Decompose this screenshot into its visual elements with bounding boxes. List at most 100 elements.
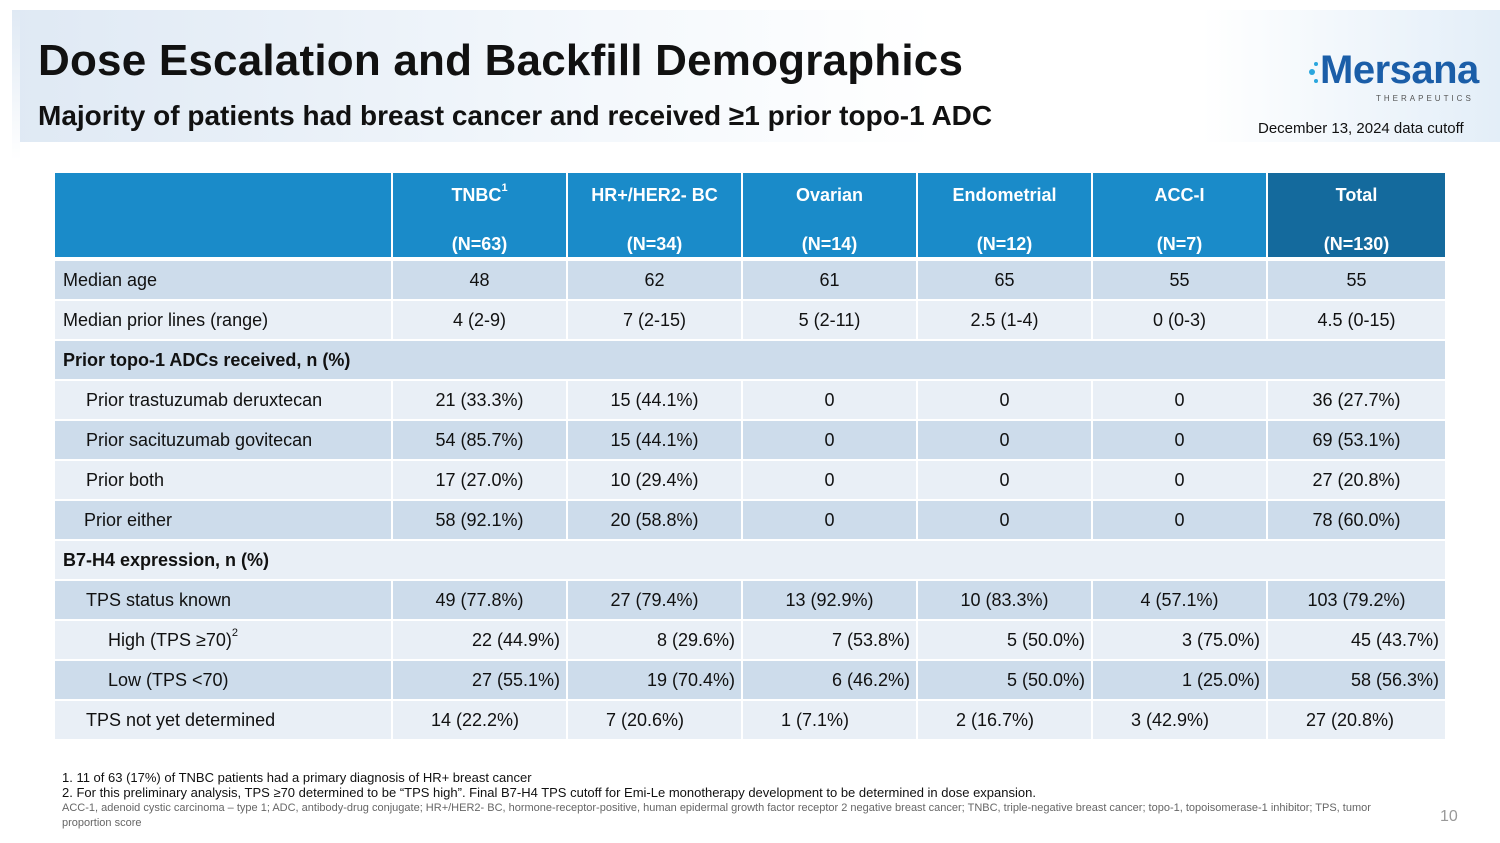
page-subtitle: Majority of patients had breast cancer a… (38, 100, 993, 131)
row-label: Median age (55, 261, 393, 301)
table-cell: 0 (918, 501, 1093, 541)
table-cell: 0 (1093, 461, 1268, 501)
table-cell: 45 (43.7%) (1268, 621, 1445, 661)
table-row: Prior both 17 (27.0%) 10 (29.4%) 0 0 0 2… (55, 461, 1445, 501)
table-cell: 22 (44.9%) (393, 621, 568, 661)
table-cell: 103 (79.2%) (1268, 581, 1445, 621)
logo-mark-icon (1309, 62, 1318, 83)
table-header-row: TNBC1 (N=63) HR+/HER2- BC (N=34) Ovarian… (55, 173, 1445, 261)
table-cell: 62 (568, 261, 743, 301)
table-cell: 5 (2-11) (743, 301, 918, 341)
table-cell: 15 (44.1%) (568, 421, 743, 461)
table-cell: 8 (29.6%) (568, 621, 743, 661)
table-cell: 10 (83.3%) (918, 581, 1093, 621)
table-row: TPS not yet determined 14 (22.2%) 7 (20.… (55, 701, 1445, 741)
table-cell: 5 (50.0%) (918, 661, 1093, 701)
row-label: Median prior lines (range) (55, 301, 393, 341)
table-cell: 4 (2-9) (393, 301, 568, 341)
table-cell: 58 (92.1%) (393, 501, 568, 541)
column-header-hr-her2: HR+/HER2- BC (N=34) (568, 173, 743, 261)
table-cell: 17 (27.0%) (393, 461, 568, 501)
table-row: Prior either 58 (92.1%) 20 (58.8%) 0 0 0… (55, 501, 1445, 541)
section-label: Prior topo-1 ADCs received, n (%) (55, 341, 1445, 381)
table-cell: 19 (70.4%) (568, 661, 743, 701)
page-title: Dose Escalation and Backfill Demographic… (38, 36, 964, 85)
table-row: Prior sacituzumab govitecan 54 (85.7%) 1… (55, 421, 1445, 461)
row-label: TPS status known (55, 581, 393, 621)
footnotes: 1. 11 of 63 (17%) of TNBC patients had a… (62, 770, 1392, 831)
table-row: Median age 48 62 61 65 55 55 (55, 261, 1445, 301)
data-cutoff-note: December 13, 2024 data cutoff (1258, 120, 1464, 137)
row-label: Prior either (55, 501, 393, 541)
table-row: TPS status known 49 (77.8%) 27 (79.4%) 1… (55, 581, 1445, 621)
table-cell: 1 (7.1%) (743, 701, 918, 741)
row-label: Prior both (55, 461, 393, 501)
logo-wordmark: Mersana (1320, 48, 1479, 92)
table-cell: 7 (20.6%) (568, 701, 743, 741)
table-row: Prior trastuzumab deruxtecan 21 (33.3%) … (55, 381, 1445, 421)
table-cell: 7 (53.8%) (743, 621, 918, 661)
table-cell: 36 (27.7%) (1268, 381, 1445, 421)
footnote-1: 1. 11 of 63 (17%) of TNBC patients had a… (62, 770, 532, 785)
table-cell: 0 (743, 461, 918, 501)
column-header-tnbc: TNBC1 (N=63) (393, 173, 568, 261)
column-header-acc: ACC-I (N=7) (1093, 173, 1268, 261)
header-band (12, 10, 1500, 142)
table-cell: 0 (1093, 501, 1268, 541)
table-cell: 27 (55.1%) (393, 661, 568, 701)
table-cell: 1 (25.0%) (1093, 661, 1268, 701)
table-cell: 0 (1093, 421, 1268, 461)
table-cell: 20 (58.8%) (568, 501, 743, 541)
row-label: Prior trastuzumab deruxtecan (55, 381, 393, 421)
table-cell: 6 (46.2%) (743, 661, 918, 701)
table-cell: 0 (743, 381, 918, 421)
table-cell: 58 (56.3%) (1268, 661, 1445, 701)
table-cell: 0 (1093, 381, 1268, 421)
row-label: TPS not yet determined (55, 701, 393, 741)
table-cell: 2 (16.7%) (918, 701, 1093, 741)
column-header-ovarian: Ovarian (N=14) (743, 173, 918, 261)
table-cell: 0 (918, 381, 1093, 421)
table-cell: 3 (75.0%) (1093, 621, 1268, 661)
table-cell: 0 (918, 421, 1093, 461)
table-cell: 14 (22.2%) (393, 701, 568, 741)
column-header-endometrial: Endometrial (N=12) (918, 173, 1093, 261)
table-cell: 78 (60.0%) (1268, 501, 1445, 541)
table-cell: 10 (29.4%) (568, 461, 743, 501)
table-row: Median prior lines (range) 4 (2-9) 7 (2-… (55, 301, 1445, 341)
page-number: 10 (1440, 808, 1458, 825)
table-cell: 3 (42.9%) (1093, 701, 1268, 741)
table-cell: 49 (77.8%) (393, 581, 568, 621)
table-cell: 27 (20.8%) (1268, 701, 1445, 741)
section-row: B7-H4 expression, n (%) (55, 541, 1445, 581)
table-cell: 27 (79.4%) (568, 581, 743, 621)
row-label: Prior sacituzumab govitecan (55, 421, 393, 461)
table-cell: 27 (20.8%) (1268, 461, 1445, 501)
header-blank-cell (55, 173, 393, 261)
table-cell: 4 (57.1%) (1093, 581, 1268, 621)
row-label: Low (TPS <70) (55, 661, 393, 701)
table-cell: 55 (1268, 261, 1445, 301)
section-label: B7-H4 expression, n (%) (55, 541, 1445, 581)
table-cell: 13 (92.9%) (743, 581, 918, 621)
table-cell: 55 (1093, 261, 1268, 301)
table-cell: 21 (33.3%) (393, 381, 568, 421)
footnote-marker-1: 1 (501, 182, 508, 194)
table-row: High (TPS ≥70)2 22 (44.9%) 8 (29.6%) 7 (… (55, 621, 1445, 661)
table-cell: 2.5 (1-4) (918, 301, 1093, 341)
table-cell: 54 (85.7%) (393, 421, 568, 461)
table-cell: 0 (743, 421, 918, 461)
table-cell: 0 (0-3) (1093, 301, 1268, 341)
table-cell: 5 (50.0%) (918, 621, 1093, 661)
row-label: High (TPS ≥70)2 (55, 621, 393, 661)
table-cell: 61 (743, 261, 918, 301)
abbreviations: ACC-1, adenoid cystic carcinoma – type 1… (62, 802, 1371, 829)
section-row: Prior topo-1 ADCs received, n (%) (55, 341, 1445, 381)
table-cell: 48 (393, 261, 568, 301)
table-cell: 4.5 (0-15) (1268, 301, 1445, 341)
table-cell: 0 (743, 501, 918, 541)
demographics-table: TNBC1 (N=63) HR+/HER2- BC (N=34) Ovarian… (55, 173, 1445, 741)
company-logo: Mersana THERAPEUTICS (1306, 46, 1486, 108)
footnote-2: 2. For this preliminary analysis, TPS ≥7… (62, 785, 1036, 800)
logo-tagline: THERAPEUTICS (1376, 94, 1474, 103)
